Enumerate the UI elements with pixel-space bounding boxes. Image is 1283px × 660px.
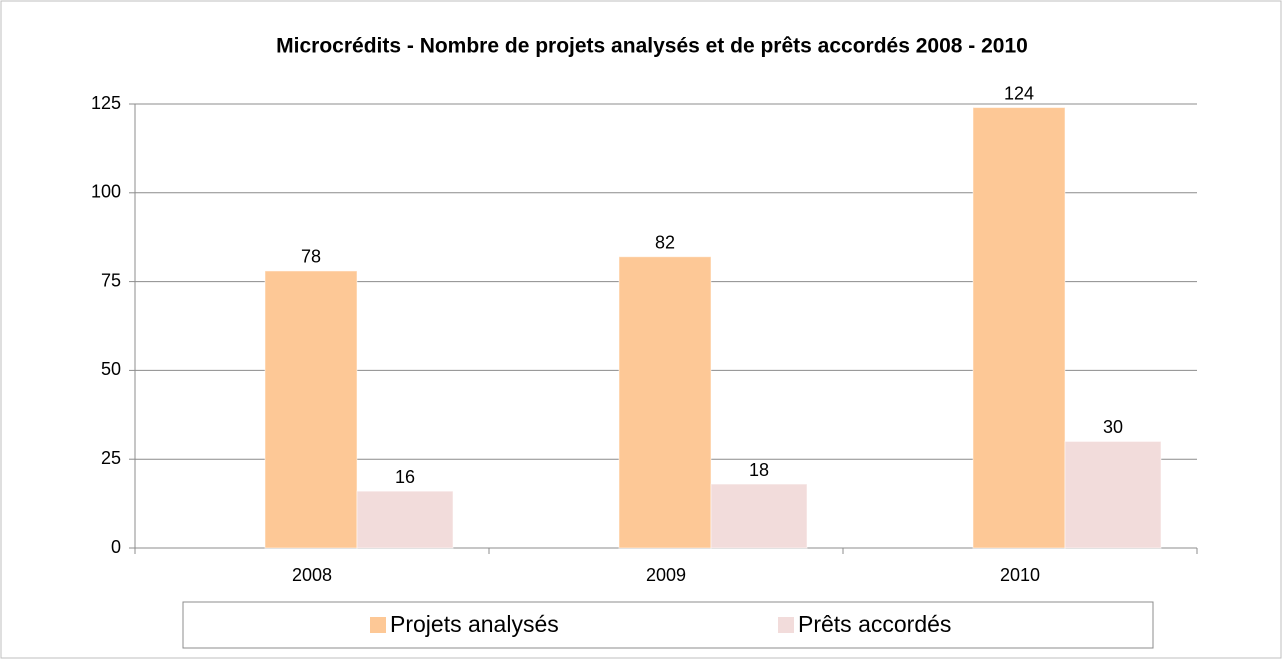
y-tick-label: 100 (91, 182, 121, 202)
bar (1064, 440, 1162, 549)
y-tick-label: 25 (101, 448, 121, 468)
y-tick-label: 75 (101, 270, 121, 290)
value-label: 16 (395, 467, 415, 487)
value-label: 78 (301, 247, 321, 267)
legend-label: Prêts accordés (798, 611, 951, 637)
bar (710, 483, 808, 549)
bar (972, 107, 1066, 549)
legend-swatch (370, 617, 386, 633)
y-tick-label: 125 (91, 93, 121, 113)
legend-box (182, 601, 1154, 649)
bar (618, 256, 712, 549)
x-tick-label: 2008 (292, 565, 332, 585)
y-tick-label: 0 (111, 537, 121, 557)
legend-label: Projets analysés (390, 611, 559, 637)
x-tick-label: 2009 (646, 565, 686, 585)
y-tick-label: 50 (101, 359, 121, 379)
bar (264, 270, 358, 549)
x-tick-label: 2010 (1000, 565, 1040, 585)
value-label: 30 (1103, 417, 1123, 437)
value-label: 18 (749, 460, 769, 480)
value-label: 124 (1004, 83, 1034, 103)
value-label: 82 (655, 232, 675, 252)
legend-swatch (778, 617, 794, 633)
chart-title: Microcrédits - Nombre de projets analysé… (276, 35, 1028, 58)
bar (356, 490, 454, 549)
